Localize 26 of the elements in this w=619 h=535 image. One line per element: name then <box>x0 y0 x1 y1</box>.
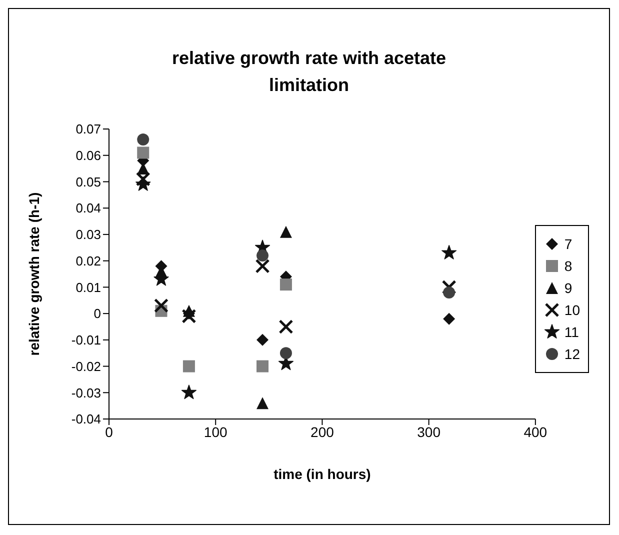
y-tick-label: 0.06 <box>76 148 101 163</box>
x-tick-label: 400 <box>524 424 548 440</box>
legend-label: 9 <box>564 280 572 296</box>
x-tick-label: 0 <box>105 424 114 440</box>
legend-label: 10 <box>564 302 580 318</box>
y-axis-title: relative growth rate (h-1) <box>26 192 42 356</box>
x-axis-title: time (in hours) <box>274 466 371 482</box>
x-tick-label: 200 <box>310 424 334 440</box>
x-tick-label: 300 <box>417 424 441 440</box>
legend-label: 8 <box>564 258 572 274</box>
y-tick-label: 0.03 <box>76 227 101 242</box>
y-tick-label: 0.04 <box>76 200 101 216</box>
y-tick-label: 0.05 <box>76 174 101 190</box>
legend-label: 12 <box>564 346 580 362</box>
x-tick-label: 100 <box>204 424 228 440</box>
y-tick-label: 0.07 <box>76 122 101 137</box>
y-tick-label: -0.04 <box>71 412 101 427</box>
y-tick-label: -0.01 <box>71 332 101 348</box>
chart-title: relative growth rate with acetate limitation <box>170 47 448 97</box>
legend-label: 7 <box>564 236 572 252</box>
legend-label: 11 <box>564 324 579 340</box>
y-tick-label: 0.02 <box>76 253 101 268</box>
y-tick-label: -0.03 <box>71 385 101 400</box>
y-tick-label: 0.01 <box>76 280 101 295</box>
y-tick-label: 0 <box>94 306 101 322</box>
y-tick-label: -0.02 <box>71 358 101 374</box>
